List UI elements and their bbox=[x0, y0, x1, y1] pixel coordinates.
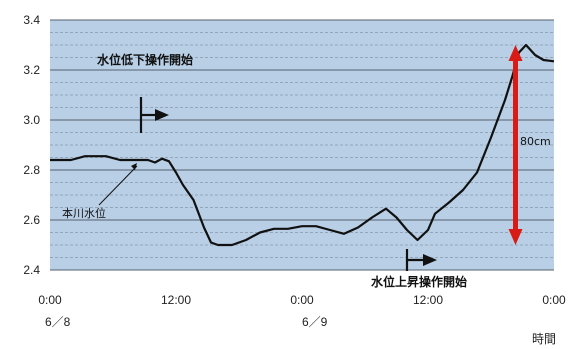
x-axis-title-fragment: 時間 bbox=[532, 332, 556, 346]
annotation-lowering-start: 水位低下操作開始 bbox=[97, 52, 193, 67]
x-tick-label: 12:00 bbox=[161, 293, 191, 307]
raising-start-marker bbox=[405, 249, 437, 271]
y-tick-label: 3.0 bbox=[23, 113, 40, 127]
series-line-honkawa bbox=[50, 43, 555, 247]
grid-lines bbox=[50, 19, 554, 271]
x-tick-label: 12:00 bbox=[413, 293, 443, 307]
date-label-6-9: 6／9 bbox=[302, 315, 328, 329]
y-tick-label: 2.8 bbox=[23, 163, 40, 177]
x-tick-label: 0:00 bbox=[38, 293, 62, 307]
rise-80cm-label: 80cm bbox=[520, 135, 551, 148]
y-tick-label: 3.4 bbox=[23, 13, 40, 27]
y-axis-ticks: 2.4 2.6 2.8 3.0 3.2 3.4 bbox=[23, 13, 40, 277]
x-tick-label: 0:00 bbox=[290, 293, 314, 307]
annotation-raising-start: 水位上昇操作開始 bbox=[371, 274, 467, 289]
y-tick-label: 2.6 bbox=[23, 213, 40, 227]
series-label-pointer bbox=[98, 165, 138, 206]
series-label-pointer-head bbox=[131, 163, 137, 170]
rise-80cm-arrow bbox=[508, 45, 523, 245]
series-label-honkawa: 本川水位 bbox=[62, 206, 106, 220]
x-tick-label: 0:00 bbox=[542, 293, 566, 307]
series-layer bbox=[50, 43, 555, 247]
x-axis-ticks: 0:00 12:00 0:00 12:00 0:00 bbox=[38, 293, 566, 307]
y-tick-label: 3.2 bbox=[23, 63, 40, 77]
lowering-start-marker bbox=[139, 97, 169, 133]
y-tick-label: 2.4 bbox=[23, 263, 40, 277]
date-label-6-8: 6／8 bbox=[45, 315, 71, 329]
